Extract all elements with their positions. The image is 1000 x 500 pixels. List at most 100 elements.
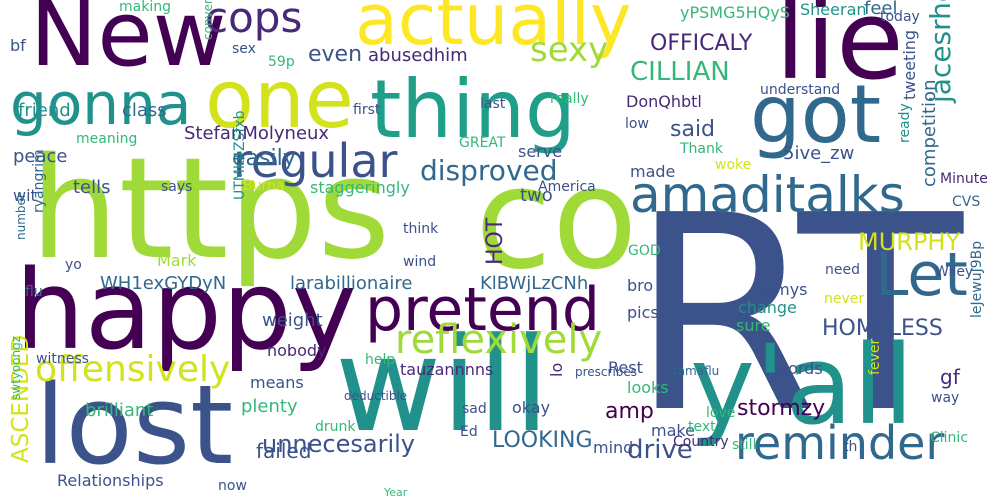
word-make: make — [651, 421, 695, 440]
word-even: even — [308, 42, 363, 67]
word-wiley: Wiley — [935, 264, 974, 280]
word-fever: fever — [867, 338, 883, 375]
word-co: co — [475, 138, 638, 301]
word-59p: 59p — [268, 54, 295, 70]
word-peace: peace — [13, 146, 68, 167]
word-5ive-zw: 5ive_zw — [783, 143, 855, 164]
word-looks: looks — [627, 378, 669, 397]
word-feel: feel — [864, 0, 898, 19]
word-year: Year — [384, 486, 408, 499]
word-unnecesarily: unnecesarily — [262, 430, 415, 458]
word-will: will — [335, 309, 550, 461]
word-larabillionaire: larabillionaire — [290, 273, 413, 294]
word-reflexively: reflexively — [395, 317, 603, 363]
word-sheeran: Sheeran — [800, 0, 867, 19]
word-mind: mind — [593, 438, 634, 457]
word-rest: Rest — [608, 358, 643, 377]
word-low: low — [625, 116, 649, 132]
word-made: made — [630, 162, 676, 181]
word-th: th — [843, 439, 858, 455]
word-witness: witness — [36, 351, 89, 367]
word-cvs: CVS — [952, 194, 981, 210]
word-sure: sure — [736, 316, 771, 335]
word-friend: friend — [18, 100, 71, 121]
word-tauzannnns: tauzannnns — [400, 360, 494, 379]
word-change: change — [738, 298, 797, 317]
word-plenty: plenty — [241, 396, 298, 417]
word-think: think — [403, 221, 439, 237]
word-wind: wind — [403, 254, 437, 270]
word-nobody: nobody — [267, 341, 327, 360]
word-rt: RT — [630, 157, 963, 472]
word-means: means — [250, 373, 304, 392]
word-amp: amp — [605, 399, 654, 424]
word-y-all: y'all — [690, 321, 914, 449]
word-stefanmolyneux: StefanMolyneux — [184, 123, 330, 144]
word-class: class — [122, 100, 167, 121]
word-ryangrim: ryangrim — [31, 149, 47, 213]
word-ready: ready — [897, 103, 913, 143]
word-competition: competition — [919, 79, 940, 187]
word-text: text — [688, 419, 716, 435]
word-happy: happy — [15, 246, 357, 374]
word-disproved: disproved — [420, 154, 558, 187]
word-swtyoongz: swtyoongz — [9, 335, 23, 400]
word-gonna: gonna — [10, 70, 192, 138]
word-cillian: CILLIAN — [630, 57, 730, 87]
word-staggeringly: staggeringly — [310, 178, 410, 197]
word-drunk: drunk — [315, 419, 356, 435]
word-flu: flu — [25, 284, 43, 300]
word-sad: sad — [462, 401, 487, 417]
word-tells: tells — [73, 177, 111, 198]
word-said: said — [670, 117, 716, 142]
word-lost: lost — [35, 361, 234, 489]
word-words: words — [775, 359, 823, 378]
word-now: now — [218, 478, 247, 494]
word-utmk4zsfxb: UTMK4ZSfxb — [232, 110, 248, 200]
word-pretend: pretend — [365, 275, 600, 345]
word-new: New — [30, 0, 227, 87]
word-need: need — [825, 262, 860, 278]
word-https: https — [30, 128, 391, 291]
word-got: got — [750, 68, 882, 161]
word-god: GOD — [628, 243, 661, 259]
word-lejewuj9bp: leJewuJ9Bp — [969, 240, 985, 318]
word-making: making — [119, 0, 171, 15]
word-still: still — [732, 437, 757, 453]
word-wh1exgydyn: WH1exGYDyN — [100, 273, 227, 294]
word-donqhbtl: DonQhbtl — [626, 92, 702, 111]
word-understand: understand — [760, 82, 841, 98]
word-prescribes: prescribes — [575, 365, 638, 379]
word-great: GREAT — [459, 135, 506, 151]
word-cops: cops — [205, 0, 303, 42]
word-thank: Thank — [680, 141, 723, 157]
word-love: love — [706, 405, 736, 421]
word-sex: sex — [232, 41, 256, 57]
word-country: Country — [673, 434, 729, 450]
word-tweeting: tweeting — [900, 29, 919, 100]
word-clinic: Clinic — [930, 430, 969, 446]
word-way: way — [931, 390, 960, 406]
word-klbwjlzcnh: KlBWjLzCNh — [480, 273, 589, 294]
word-pics: pics — [627, 303, 659, 322]
word-last: last — [480, 96, 506, 112]
word-homeless: HOMELESS — [822, 316, 943, 341]
word-easily: easily — [232, 146, 296, 171]
word-failed: failed — [256, 439, 312, 463]
word-minute: Minute — [940, 171, 988, 187]
word-wit: wit — [13, 186, 37, 205]
word-really: really — [550, 91, 589, 107]
word-today: today — [880, 9, 920, 25]
word-first: first — [353, 102, 381, 118]
word-number: number — [14, 193, 28, 240]
word-brilliant: brilliant — [85, 400, 154, 421]
word-lie: lie — [775, 0, 904, 104]
word-bro: bro — [627, 276, 654, 295]
word-ed: Ed — [460, 424, 478, 440]
word-one: one — [205, 53, 354, 146]
word-offensively: offensively — [35, 349, 231, 390]
word-reminder: reminder — [735, 416, 945, 470]
word-actually: actually — [355, 0, 632, 61]
word-sexy: sexy — [530, 30, 609, 70]
word-woke: woke — [715, 157, 752, 173]
